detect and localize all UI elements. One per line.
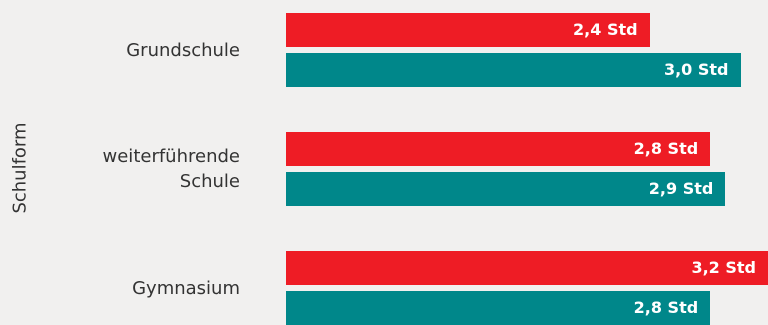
bar-value-label: 3,0 Std xyxy=(663,60,729,79)
category-label: weiterführende Schule xyxy=(103,144,240,194)
bar: 2,4 Std xyxy=(286,13,650,47)
bar-value-label: 2,8 Std xyxy=(633,298,699,317)
bar: 2,8 Std xyxy=(286,291,711,325)
category-label-line: Gymnasium xyxy=(132,277,240,299)
bar-value-label: 2,8 Std xyxy=(633,139,699,158)
category-label: Grundschule xyxy=(126,38,240,63)
bar: 3,2 Std xyxy=(286,251,768,285)
category-label: Gymnasium xyxy=(132,276,240,301)
y-axis-label: Schulform xyxy=(9,122,31,214)
bar: 3,0 Std xyxy=(286,53,741,87)
bar: 2,8 Std xyxy=(286,132,711,166)
bar: 2,9 Std xyxy=(286,172,726,206)
category-label-line: weiterführende xyxy=(102,146,240,167)
bar-value-label: 2,9 Std xyxy=(648,179,714,198)
bar-value-label: 3,2 Std xyxy=(691,258,756,277)
bar-value-label: 2,4 Std xyxy=(573,20,638,39)
category-label-line: Grundschule xyxy=(126,39,240,61)
category-label-line: Schule xyxy=(179,171,240,192)
